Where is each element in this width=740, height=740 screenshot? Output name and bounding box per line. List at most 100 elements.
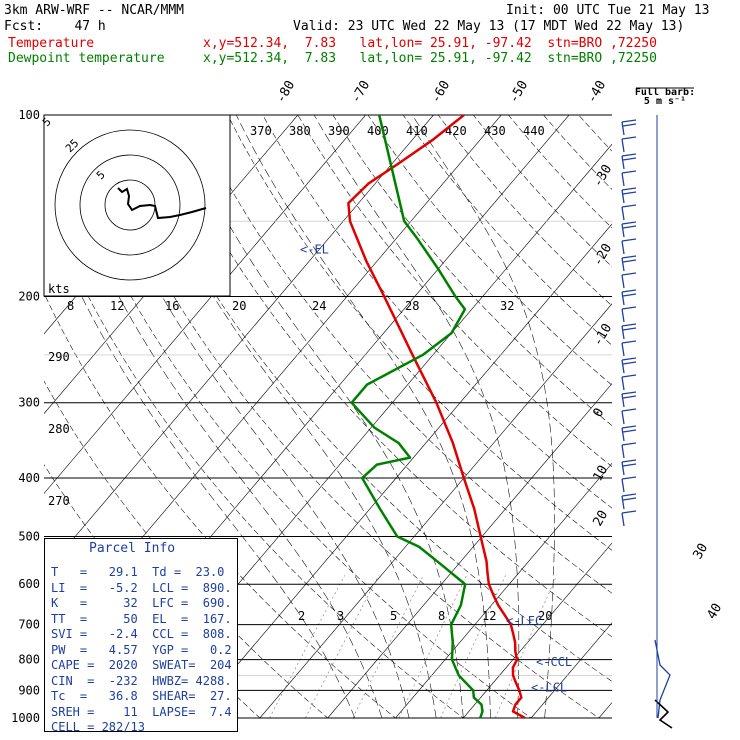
wind-barb — [622, 123, 637, 127]
mixing-ratio-line — [305, 575, 379, 718]
dry-adiabat-line — [649, 115, 740, 731]
isotherm-line — [667, 115, 740, 718]
theta-label: 410 — [406, 124, 428, 138]
isotherm-line — [598, 702, 612, 718]
mixing-ratio-line — [494, 575, 558, 718]
temperature-trace — [347, 115, 526, 718]
pressure-tick-label: 1000 — [11, 711, 40, 725]
isotherm-line — [259, 303, 612, 718]
dewpoint-legend-label: Dewpoint temperature — [8, 51, 165, 66]
mixing-ratio-label: 20 — [232, 299, 246, 313]
wind-barb — [621, 342, 625, 357]
wind-barb — [621, 476, 637, 480]
model-title: 3km ARW-WRF -- NCAR/MMM — [4, 3, 185, 18]
parcel-info-row: TT = 50 EL = 167. — [51, 611, 232, 626]
isotherm-label: 10 — [590, 463, 611, 484]
level-marker-lfc: <-LFC — [506, 614, 542, 628]
pressure-tick-label: 700 — [18, 618, 40, 632]
theta-label: 420 — [445, 124, 467, 138]
wind-barb — [621, 376, 625, 391]
wind-barb — [622, 497, 637, 501]
parcel-info-row: CAPE = 2020 SWEAT= 204 — [51, 658, 232, 672]
isotherm-label: 30 — [690, 541, 711, 562]
temperature-legend-label: Temperature — [8, 36, 95, 51]
parcel-info-row: Tc = 36.8 SHEAR= 27. — [51, 689, 232, 703]
wind-barb — [621, 121, 625, 136]
dewpoint-station-info: x,y=512.34, 7.83 lat,lon= 25.91, -97.42 … — [203, 51, 657, 66]
wind-barb — [621, 340, 637, 344]
wind-barbs — [621, 115, 673, 729]
wind-barb — [621, 257, 625, 272]
isotherm-label: 0 — [590, 406, 607, 420]
isotherm-label: -40 — [584, 78, 609, 106]
wind-barb — [621, 493, 637, 497]
wind-barb — [622, 157, 637, 161]
pressure-tick-label: 600 — [18, 577, 40, 591]
isotherm-label: -10 — [590, 321, 615, 349]
wind-key-line2: 5 m s⁻¹ — [644, 96, 686, 107]
wind-barb — [621, 289, 637, 293]
isotherm-line — [327, 383, 612, 718]
hodograph-ring — [54, 129, 206, 281]
parcel-info-row: K = 32 LFC = 690. — [51, 596, 232, 610]
wind-barb — [621, 323, 637, 327]
pressure-tick-label: 500 — [18, 529, 40, 543]
mixing-ratio-label: 16 — [165, 299, 179, 313]
dry-adiabat-line — [122, 115, 612, 682]
isotherm-label: -60 — [428, 78, 453, 106]
wind-barb — [621, 444, 625, 459]
level-marker-lcl: <-LCL — [531, 680, 567, 694]
wind-barb — [621, 223, 625, 238]
wind-barb — [621, 427, 625, 442]
theta-label: 440 — [523, 124, 545, 138]
theta-label: 280 — [48, 422, 70, 436]
moist-adiabat-line — [97, 253, 383, 718]
moist-adiabat-line — [313, 115, 520, 718]
theta-label: 370 — [250, 124, 272, 138]
theta-label: 290 — [48, 350, 70, 364]
wind-barb — [621, 306, 637, 310]
wind-barb — [622, 259, 637, 263]
isotherm-label: -50 — [506, 78, 531, 106]
mixing-ratio-label: 8 — [438, 609, 445, 623]
isotherm-label: -70 — [348, 78, 373, 106]
level-marker-ccl: <-CCL — [536, 655, 572, 669]
moist-adiabat-line — [71, 275, 356, 718]
wind-barb — [621, 172, 625, 187]
hodograph-units-label: kts — [48, 282, 70, 296]
dry-adiabat-line — [437, 115, 612, 307]
mixing-ratio-label: 28 — [405, 299, 419, 313]
dry-adiabat-line — [367, 115, 612, 386]
wind-barb — [622, 293, 637, 297]
dry-adiabat-line — [578, 115, 612, 152]
parcel-info-row: SVI = -2.4 CCL = 808. — [51, 627, 232, 641]
wind-barb — [621, 240, 625, 255]
theta-label: 430 — [484, 124, 506, 138]
wind-barb — [621, 512, 625, 527]
wind-barb — [654, 639, 671, 719]
wind-barb — [621, 461, 625, 476]
wind-barb — [621, 221, 637, 225]
temperature-station-info: x,y=512.34, 7.83 lat,lon= 25.91, -97.42 … — [203, 36, 657, 51]
wind-barb — [621, 410, 625, 425]
pressure-tick-label: 900 — [18, 683, 40, 697]
parcel-info-row: CELL = 282/13 — [51, 720, 145, 734]
mixing-ratio-label: 32 — [500, 299, 514, 313]
wind-barb — [621, 374, 637, 378]
dry-adiabat-line — [51, 115, 532, 718]
pressure-tick-label: 300 — [18, 396, 40, 410]
wind-barb — [622, 429, 637, 433]
wind-barb — [622, 191, 637, 195]
dewpoint-trace — [350, 115, 484, 718]
parcel-info-row: SREH = 11 LAPSE= 7.4 — [51, 704, 232, 719]
isotherm-line — [44, 115, 366, 494]
wind-barb — [621, 325, 625, 340]
mixing-ratio-label: 12 — [482, 609, 496, 623]
wind-barb — [622, 395, 637, 399]
dry-adiabat-line — [157, 115, 612, 638]
wind-barb — [621, 204, 637, 208]
wind-barb — [621, 291, 625, 306]
mixing-ratio-line — [269, 575, 346, 718]
wind-barb — [621, 272, 637, 276]
